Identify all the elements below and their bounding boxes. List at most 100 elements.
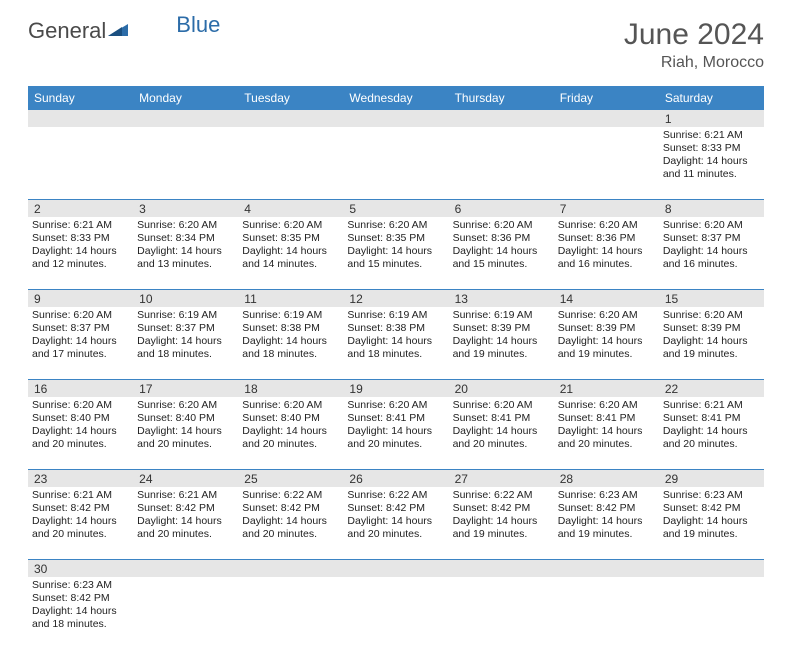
info-line: Sunset: 8:34 PM (137, 232, 234, 245)
daynum-row: 2345678 (28, 200, 764, 217)
day-number: 21 (554, 380, 659, 397)
week-row: Sunrise: 6:21 AMSunset: 8:33 PMDaylight:… (28, 217, 764, 290)
info-line: Sunset: 8:39 PM (663, 322, 760, 335)
info-line: and 18 minutes. (32, 618, 129, 631)
info-line: and 15 minutes. (347, 258, 444, 271)
info-line: Sunset: 8:40 PM (242, 412, 339, 425)
dow-wed: Wednesday (343, 86, 448, 110)
info-line: and 20 minutes. (347, 438, 444, 451)
info-line: and 19 minutes. (558, 348, 655, 361)
info-line: Daylight: 14 hours (32, 425, 129, 438)
day-number (659, 560, 764, 577)
info-line: Daylight: 14 hours (137, 245, 234, 258)
day-number: 6 (449, 200, 554, 217)
info-line: Sunset: 8:42 PM (242, 502, 339, 515)
info-line: and 14 minutes. (242, 258, 339, 271)
info-line: and 20 minutes. (137, 528, 234, 541)
day-cell: Sunrise: 6:20 AMSunset: 8:41 PMDaylight:… (554, 397, 659, 469)
dow-sun: Sunday (28, 86, 133, 110)
info-line: Sunrise: 6:20 AM (663, 309, 760, 322)
info-line: Daylight: 14 hours (32, 335, 129, 348)
day-cell: Sunrise: 6:20 AMSunset: 8:35 PMDaylight:… (343, 217, 448, 289)
info-line: Sunrise: 6:20 AM (453, 219, 550, 232)
info-line: and 12 minutes. (32, 258, 129, 271)
day-number (449, 110, 554, 127)
info-line: Sunset: 8:41 PM (663, 412, 760, 425)
info-line: and 19 minutes. (663, 528, 760, 541)
day-cell (554, 127, 659, 199)
day-number (554, 560, 659, 577)
day-number (28, 110, 133, 127)
info-line: Sunset: 8:42 PM (453, 502, 550, 515)
info-line: Sunset: 8:35 PM (347, 232, 444, 245)
day-cell: Sunrise: 6:21 AMSunset: 8:42 PMDaylight:… (133, 487, 238, 559)
info-line: Sunrise: 6:19 AM (137, 309, 234, 322)
logo-text2: Blue (176, 12, 220, 38)
info-line: and 20 minutes. (137, 438, 234, 451)
info-line: Sunset: 8:42 PM (663, 502, 760, 515)
day-cell: Sunrise: 6:20 AMSunset: 8:40 PMDaylight:… (28, 397, 133, 469)
day-number: 23 (28, 470, 133, 487)
info-line: Sunset: 8:35 PM (242, 232, 339, 245)
info-line: Sunrise: 6:20 AM (558, 399, 655, 412)
info-line: Sunrise: 6:21 AM (663, 399, 760, 412)
day-cell: Sunrise: 6:19 AMSunset: 8:39 PMDaylight:… (449, 307, 554, 379)
info-line: Daylight: 14 hours (242, 335, 339, 348)
header: General Blue June 2024 Riah, Morocco (0, 0, 792, 78)
day-cell (133, 577, 238, 649)
info-line: Sunrise: 6:20 AM (137, 399, 234, 412)
info-line: Sunrise: 6:22 AM (453, 489, 550, 502)
day-number: 5 (343, 200, 448, 217)
info-line: Sunset: 8:38 PM (347, 322, 444, 335)
day-cell (449, 577, 554, 649)
info-line: Daylight: 14 hours (453, 425, 550, 438)
info-line: Sunset: 8:37 PM (32, 322, 129, 335)
info-line: Sunset: 8:39 PM (558, 322, 655, 335)
info-line: Sunset: 8:40 PM (137, 412, 234, 425)
info-line: Sunset: 8:40 PM (32, 412, 129, 425)
info-line: Daylight: 14 hours (347, 515, 444, 528)
day-cell: Sunrise: 6:20 AMSunset: 8:36 PMDaylight:… (554, 217, 659, 289)
info-line: Daylight: 14 hours (558, 515, 655, 528)
day-number: 16 (28, 380, 133, 397)
info-line: Sunset: 8:37 PM (137, 322, 234, 335)
day-number: 25 (238, 470, 343, 487)
day-cell: Sunrise: 6:21 AMSunset: 8:42 PMDaylight:… (28, 487, 133, 559)
day-number: 4 (238, 200, 343, 217)
day-number: 20 (449, 380, 554, 397)
info-line: Daylight: 14 hours (558, 335, 655, 348)
info-line: and 18 minutes. (137, 348, 234, 361)
info-line: and 11 minutes. (663, 168, 760, 181)
day-cell (133, 127, 238, 199)
info-line: Sunrise: 6:23 AM (663, 489, 760, 502)
day-number: 30 (28, 560, 133, 577)
dow-fri: Friday (554, 86, 659, 110)
day-cell (238, 577, 343, 649)
day-cell: Sunrise: 6:20 AMSunset: 8:40 PMDaylight:… (133, 397, 238, 469)
info-line: Daylight: 14 hours (242, 425, 339, 438)
dow-thu: Thursday (449, 86, 554, 110)
day-cell: Sunrise: 6:20 AMSunset: 8:34 PMDaylight:… (133, 217, 238, 289)
info-line: Daylight: 14 hours (663, 245, 760, 258)
info-line: Sunrise: 6:19 AM (347, 309, 444, 322)
day-cell (343, 127, 448, 199)
info-line: and 19 minutes. (663, 348, 760, 361)
info-line: Sunrise: 6:20 AM (137, 219, 234, 232)
day-cell: Sunrise: 6:20 AMSunset: 8:41 PMDaylight:… (343, 397, 448, 469)
info-line: and 20 minutes. (663, 438, 760, 451)
week-row: Sunrise: 6:21 AMSunset: 8:42 PMDaylight:… (28, 487, 764, 560)
day-cell: Sunrise: 6:21 AMSunset: 8:33 PMDaylight:… (28, 217, 133, 289)
info-line: and 20 minutes. (347, 528, 444, 541)
day-cell: Sunrise: 6:20 AMSunset: 8:39 PMDaylight:… (554, 307, 659, 379)
info-line: and 18 minutes. (242, 348, 339, 361)
info-line: and 13 minutes. (137, 258, 234, 271)
day-cell: Sunrise: 6:23 AMSunset: 8:42 PMDaylight:… (554, 487, 659, 559)
calendar: Sunday Monday Tuesday Wednesday Thursday… (28, 86, 764, 649)
day-number: 24 (133, 470, 238, 487)
info-line: Sunset: 8:42 PM (32, 502, 129, 515)
info-line: Sunset: 8:42 PM (558, 502, 655, 515)
day-number: 9 (28, 290, 133, 307)
day-number: 8 (659, 200, 764, 217)
dow-row: Sunday Monday Tuesday Wednesday Thursday… (28, 86, 764, 110)
info-line: and 20 minutes. (32, 528, 129, 541)
